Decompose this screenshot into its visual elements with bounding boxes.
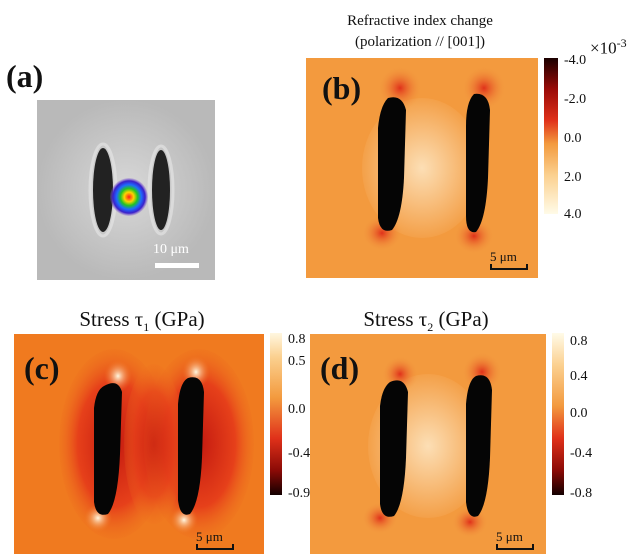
panel-c-map: 5 μm <box>14 334 264 554</box>
panel-c-scale-bar <box>196 544 234 550</box>
panel-c-title-suffix: (GPa) <box>149 307 205 331</box>
panel-c-colorbar-tick-3: -0.4 <box>288 446 311 461</box>
panel-d-scale-bar <box>496 544 534 550</box>
panel-b-multiplier-exp: -3 <box>616 36 627 50</box>
panel-b-title-line1: Refractive index change <box>347 13 493 29</box>
panel-b-title-line2: (polarization // [001]) <box>355 34 485 50</box>
panel-d-colorbar-tick-1: 0.4 <box>570 369 588 384</box>
panel-c-colorbar-tick-1: 0.5 <box>288 354 306 369</box>
panel-b-label: (b) <box>322 70 362 106</box>
panel-b-colorbar <box>544 58 558 214</box>
panel-b-scale-bar <box>490 264 528 270</box>
panel-b-colorbar-tick-4: 4.0 <box>564 207 582 222</box>
panel-d-label: (d) <box>320 350 360 386</box>
panel-d-title-suffix: (GPa) <box>433 307 489 331</box>
panel-b-colorbar-tick-2: 0.0 <box>564 131 582 146</box>
panel-c-title-prefix: Stress τ <box>79 307 144 331</box>
panel-d-colorbar-tick-0: 0.8 <box>570 334 588 349</box>
panel-b-colorbar-tick-1: -2.0 <box>564 92 587 107</box>
panel-b-colorbar-tick-3: 2.0 <box>564 170 582 185</box>
panel-b-colorbar-multiplier: ×10-3 <box>590 36 627 58</box>
panel-b-colorbar-tick-0: -4.0 <box>564 53 587 68</box>
panel-b-multiplier-base: ×10 <box>590 38 617 58</box>
panel-d-colorbar-tick-3: -0.4 <box>570 446 593 461</box>
panel-a-micrograph: 10 μm <box>37 100 215 280</box>
panel-c-title-sub: 1 <box>143 320 150 335</box>
panel-c-scale-bar-label: 5 μm <box>196 529 223 544</box>
panel-a-scale-bar-label: 10 μm <box>153 242 189 257</box>
panel-c-colorbar-tick-0: 0.8 <box>288 332 306 347</box>
panel-b-scale-bar-label: 5 μm <box>490 249 517 264</box>
panel-c-colorbar-tick-2: 0.0 <box>288 402 306 417</box>
panel-d-colorbar <box>552 333 564 495</box>
panel-d-map: 5 μm <box>310 334 546 554</box>
panel-d-colorbar-tick-4: -0.8 <box>570 486 593 501</box>
panel-d-title: Stress τ2 (GPa) <box>306 307 546 339</box>
panel-c-title: Stress τ1 (GPa) <box>14 307 270 339</box>
panel-b-map: 5 μm <box>306 58 538 278</box>
panel-d-title-sub: 2 <box>427 320 434 335</box>
panel-c-colorbar-tick-4: -0.9 <box>288 486 311 501</box>
panel-d-title-prefix: Stress τ <box>363 307 428 331</box>
panel-d-colorbar-tick-2: 0.0 <box>570 406 588 421</box>
panel-c-label: (c) <box>24 350 60 386</box>
panel-c-colorbar <box>270 333 282 495</box>
panel-d-scale-bar-label: 5 μm <box>496 529 523 544</box>
panel-a-label: (a) <box>6 58 44 94</box>
